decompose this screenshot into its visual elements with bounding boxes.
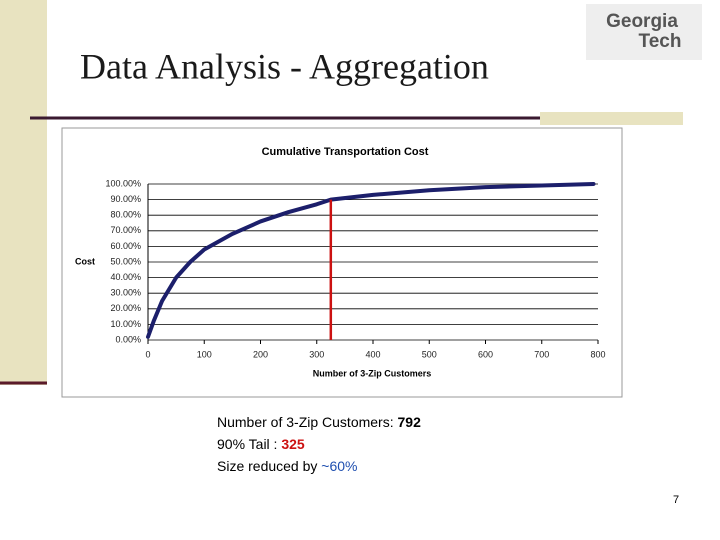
x-tick-label: 800 <box>590 349 605 359</box>
note-value: ~60% <box>321 458 357 474</box>
rule-block <box>540 112 683 125</box>
note-value: 325 <box>281 436 305 452</box>
y-tick-label: 0.00% <box>115 334 141 344</box>
x-tick-label: 100 <box>197 349 212 359</box>
chart-title: Cumulative Transportation Cost <box>262 146 429 158</box>
x-tick-label: 500 <box>422 349 437 359</box>
note: Size reduced by ~60% <box>217 458 358 474</box>
x-tick-label: 400 <box>365 349 380 359</box>
note: 90% Tail : 325 <box>217 436 305 452</box>
y-tick-label: 70.00% <box>110 225 141 235</box>
y-tick-label: 100.00% <box>105 178 141 188</box>
slide-title: Data Analysis - Aggregation <box>80 46 489 86</box>
y-tick-label: 30.00% <box>110 288 141 298</box>
note-label: Size reduced by <box>217 458 317 474</box>
note-label: Number of 3-Zip Customers: <box>217 414 394 430</box>
y-tick-label: 90.00% <box>110 194 141 204</box>
page-number: 7 <box>673 494 679 506</box>
x-tick-label: 200 <box>253 349 268 359</box>
y-tick-label: 80.00% <box>110 210 141 220</box>
side-bar <box>0 0 47 385</box>
x-tick-label: 300 <box>309 349 324 359</box>
y-axis-label: Cost <box>75 256 95 266</box>
y-tick-label: 20.00% <box>110 303 141 313</box>
y-tick-label: 40.00% <box>110 272 141 282</box>
data-line <box>146 182 596 339</box>
y-tick-label: 10.00% <box>110 319 141 329</box>
logo-text: Tech <box>639 31 682 52</box>
x-tick-label: 0 <box>145 349 150 359</box>
x-axis-label: Number of 3-Zip Customers <box>313 368 432 378</box>
note-value: 792 <box>398 414 422 430</box>
y-tick-label: 60.00% <box>110 241 141 251</box>
x-tick-label: 700 <box>534 349 549 359</box>
note: Number of 3-Zip Customers: 792 <box>217 414 421 430</box>
logo-text: Georgia <box>606 11 678 32</box>
logo-box <box>586 4 702 60</box>
note-label: 90% Tail : <box>217 436 277 452</box>
x-tick-label: 600 <box>478 349 493 359</box>
chart-frame <box>61 127 623 398</box>
y-tick-label: 50.00% <box>110 256 141 266</box>
